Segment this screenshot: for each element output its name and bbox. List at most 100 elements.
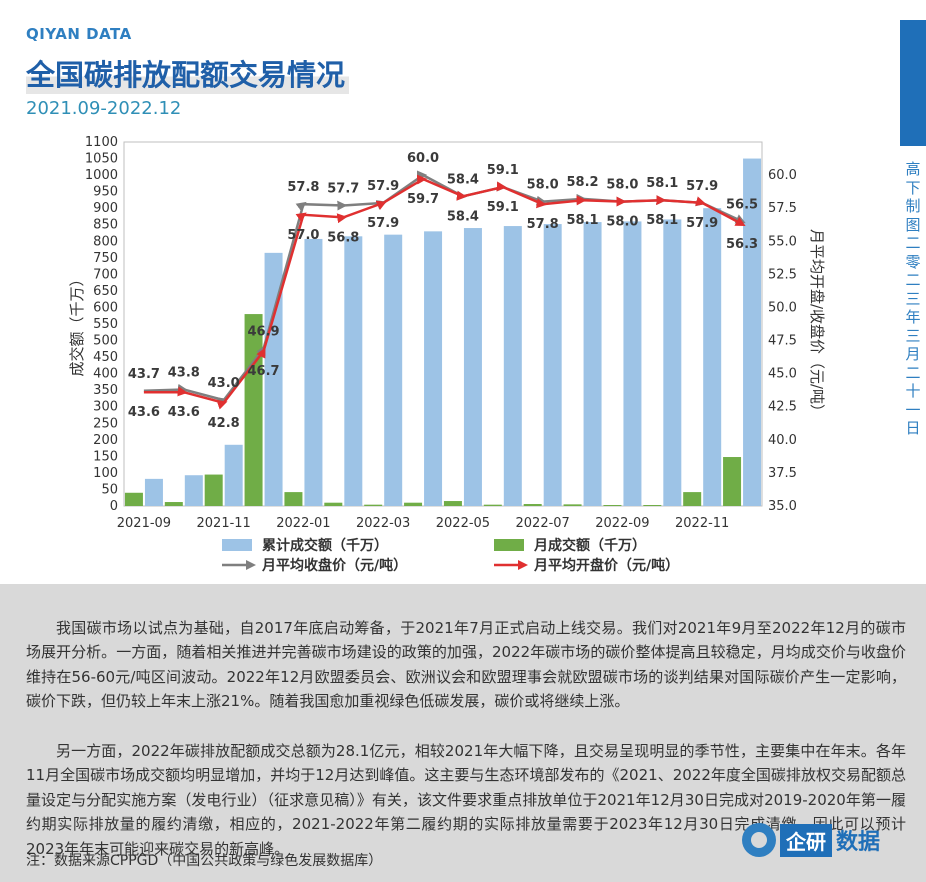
close-price-label: 58.0	[606, 178, 638, 193]
y-right-tick-label: 50.0	[768, 300, 797, 315]
y-left-tick-label: 550	[93, 317, 118, 332]
monthly-bar	[284, 492, 303, 506]
y-right-tick-label: 35.0	[768, 499, 797, 514]
cumulative-bar	[743, 158, 762, 506]
plot-frame	[123, 141, 763, 507]
legend-label: 月平均收盘价（元/吨）	[261, 557, 407, 574]
open-price-label: 57.9	[686, 216, 718, 231]
cumulative-bar	[663, 219, 682, 506]
y-left-tick-label: 600	[93, 300, 118, 315]
monthly-bar	[244, 314, 263, 506]
cumulative-bar	[224, 444, 243, 506]
y-right-tick-label: 40.0	[768, 433, 797, 448]
close-price-label: 57.7	[327, 182, 359, 197]
cumulative-bar	[424, 231, 443, 506]
cumulative-bar	[623, 221, 642, 506]
open-price-label: 56.3	[726, 237, 758, 252]
logo-box-text: 企研	[780, 823, 832, 857]
y-left-tick-label: 250	[93, 416, 118, 431]
open-price-label: 43.6	[168, 405, 200, 420]
close-price-label: 43.7	[128, 367, 160, 382]
open-price-label: 57.8	[527, 217, 559, 232]
monthly-bar	[443, 501, 462, 506]
logo-text: 数据	[836, 830, 881, 855]
y-left-tick-label: 1050	[85, 152, 118, 167]
open-price-label: 59.7	[407, 192, 439, 207]
body-paragraph-1: 我国碳市场以试点为基础，自2017年底启动筹备，于2021年7月正式启动上线交易…	[26, 619, 906, 711]
monthly-bar	[723, 457, 742, 506]
y-right-tick-label: 42.5	[768, 400, 797, 415]
open-price-label: 46.7	[248, 364, 280, 379]
y-left-tick-label: 1000	[85, 168, 118, 183]
close-price-label: 46.9	[248, 324, 280, 339]
close-price-label: 43.8	[168, 366, 200, 381]
y-right-tick-label: 37.5	[768, 466, 797, 481]
open-price-label: 57.0	[287, 228, 319, 243]
y-left-tick-label: 1100	[85, 135, 118, 150]
cumulative-bar	[144, 478, 163, 506]
side-vertical-note: 高下制图 二零二三年三月二十一日	[905, 160, 921, 437]
close-price-label: 59.1	[487, 163, 519, 178]
open-price-label: 59.1	[487, 200, 519, 215]
y-right-tick-label: 45.0	[768, 367, 797, 382]
date-range: 2021.09-2022.12	[26, 98, 182, 119]
x-tick-label: 2021-11	[197, 516, 251, 531]
y-left-tick-label: 0	[110, 499, 118, 514]
close-price-label: 58.0	[527, 178, 559, 193]
y-left-tick-label: 450	[93, 350, 118, 365]
legend-label: 月平均开盘价（元/吨）	[533, 557, 679, 574]
x-tick-label: 2022-01	[276, 516, 330, 531]
open-price-label: 42.8	[208, 416, 240, 431]
x-tick-label: 2022-11	[675, 516, 729, 531]
y-right-tick-label: 60.0	[768, 168, 797, 183]
legend-swatch	[222, 539, 252, 551]
y-left-tick-label: 800	[93, 234, 118, 249]
close-price-label: 43.0	[208, 376, 240, 391]
cumulative-bar	[304, 238, 323, 506]
x-tick-label: 2022-09	[595, 516, 649, 531]
open-price-line	[143, 174, 746, 410]
cumulative-bar	[503, 226, 522, 506]
y-left-tick-label: 300	[93, 400, 118, 415]
close-price-label: 57.9	[686, 179, 718, 194]
monthly-bar	[364, 504, 383, 506]
y-left-tick-label: 750	[93, 251, 118, 266]
y-left-axis-title: 成交额（千万）	[68, 271, 86, 376]
page-title: 全国碳排放配额交易情况	[26, 52, 350, 94]
cumulative-bar	[344, 236, 363, 506]
cumulative-bar	[703, 208, 722, 506]
brand-label: QIYAN DATA	[26, 25, 132, 43]
logo-c-icon	[742, 823, 776, 857]
monthly-bar	[483, 504, 502, 506]
side-accent-bar	[900, 20, 926, 146]
open-price-label: 58.1	[567, 213, 599, 228]
y-right-tick-label: 47.5	[768, 334, 797, 349]
x-tick-label: 2022-07	[516, 516, 570, 531]
open-price-label: 43.6	[128, 405, 160, 420]
x-tick-label: 2022-03	[356, 516, 410, 531]
close-price-label: 57.9	[367, 179, 399, 194]
legend-swatch	[494, 539, 524, 551]
open-price-label: 57.9	[367, 216, 399, 231]
monthly-bar	[683, 492, 702, 506]
y-left-tick-label: 700	[93, 267, 118, 282]
monthly-bar	[324, 502, 343, 506]
monthly-bar	[164, 502, 183, 506]
y-left-tick-label: 200	[93, 433, 118, 448]
close-price-label: 58.4	[447, 172, 479, 187]
legend-label: 累计成交额（千万）	[262, 537, 388, 554]
monthly-bar	[204, 474, 223, 506]
body-paragraph-2: 另一方面，2022年碳排放配额成交总额为28.1亿元，相较2021年大幅下降，且…	[26, 742, 906, 858]
y-left-tick-label: 850	[93, 218, 118, 233]
y-right-tick-label: 55.0	[768, 234, 797, 249]
y-left-tick-label: 100	[93, 466, 118, 481]
open-price-label: 58.1	[646, 213, 678, 228]
y-right-tick-label: 57.5	[768, 201, 797, 216]
monthly-bar	[523, 504, 542, 506]
monthly-bar	[124, 492, 143, 506]
x-tick-label: 2021-09	[117, 516, 171, 531]
close-price-label: 58.1	[646, 176, 678, 191]
close-price-label: 57.8	[287, 180, 319, 195]
y-right-tick-label: 52.5	[768, 267, 797, 282]
